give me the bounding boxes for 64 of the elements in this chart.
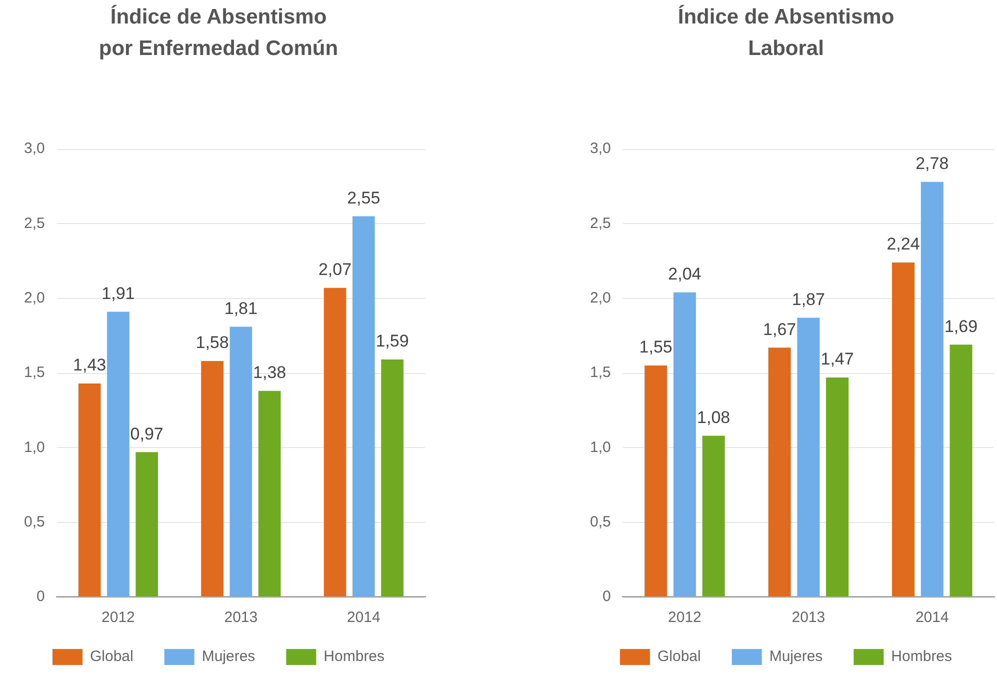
data-label: 2,55 xyxy=(347,188,380,208)
legend-label: Global xyxy=(657,648,701,666)
y-tick-label: 0,5 xyxy=(24,513,45,530)
y-tick-label: 1,0 xyxy=(590,438,611,456)
bar xyxy=(136,452,158,596)
x-tick-label: 2012 xyxy=(668,609,702,626)
x-tick-label: 2013 xyxy=(792,609,826,626)
bar xyxy=(768,348,791,596)
y-tick-label: 0 xyxy=(602,588,611,606)
data-label: 1,38 xyxy=(253,363,286,382)
bar xyxy=(107,312,130,596)
y-tick-label: 1,5 xyxy=(590,364,611,382)
bar xyxy=(950,344,972,596)
data-label: 2,78 xyxy=(916,154,949,174)
y-tick-label: 2,0 xyxy=(590,289,611,306)
chart-title: Índice de Absentismo Laboral xyxy=(678,4,894,60)
data-label: 1,08 xyxy=(697,408,730,427)
bar xyxy=(673,292,696,596)
data-label: 1,81 xyxy=(224,298,258,318)
bar xyxy=(702,436,725,596)
data-label: 2,07 xyxy=(318,260,352,280)
x-tick-label: 2013 xyxy=(224,609,258,626)
y-tick-label: 2,0 xyxy=(24,289,45,306)
bar xyxy=(797,318,820,596)
y-tick-label: 3,0 xyxy=(24,140,45,158)
data-label: 1,69 xyxy=(944,316,978,336)
y-tick-label: 2,5 xyxy=(24,214,45,232)
bar xyxy=(258,390,281,596)
bar xyxy=(644,366,668,596)
bar xyxy=(892,262,915,596)
bar xyxy=(324,288,346,596)
bar xyxy=(826,377,849,596)
legend-label: Mujeres xyxy=(202,648,256,666)
y-tick-label: 2,5 xyxy=(590,214,611,232)
data-label: 1,87 xyxy=(792,290,825,309)
data-label: 0,97 xyxy=(130,424,164,444)
data-label: 2,24 xyxy=(886,234,920,254)
data-label: 1,59 xyxy=(376,332,409,351)
data-label: 1,58 xyxy=(196,333,229,352)
bar xyxy=(230,326,252,596)
data-label: 1,43 xyxy=(73,356,106,375)
chart-title: Índice de Absentismo por Enfermedad Común xyxy=(98,4,338,60)
y-tick-label: 1,5 xyxy=(24,364,45,382)
legend-label: Mujeres xyxy=(769,648,823,666)
data-label: 1,91 xyxy=(102,284,135,303)
y-tick-label: 1,0 xyxy=(24,438,45,456)
x-tick-label: 2014 xyxy=(915,609,949,626)
bar xyxy=(920,182,944,596)
x-tick-label: 2012 xyxy=(102,609,135,626)
bar xyxy=(381,360,404,596)
data-label: 1,55 xyxy=(639,338,672,357)
x-tick-label: 2014 xyxy=(346,609,380,626)
data-label: 2,04 xyxy=(668,264,702,284)
y-tick-label: 3,0 xyxy=(590,140,611,158)
bar xyxy=(78,383,101,596)
data-label: 1,67 xyxy=(763,320,796,339)
legend-label: Global xyxy=(90,648,134,666)
bar xyxy=(201,361,224,596)
legend-label: Hombres xyxy=(324,648,385,666)
bar xyxy=(352,216,375,596)
y-tick-label: 0 xyxy=(36,588,45,606)
y-tick-label: 0,5 xyxy=(590,513,611,530)
data-label: 1,47 xyxy=(820,350,854,369)
legend-label: Hombres xyxy=(891,648,952,666)
